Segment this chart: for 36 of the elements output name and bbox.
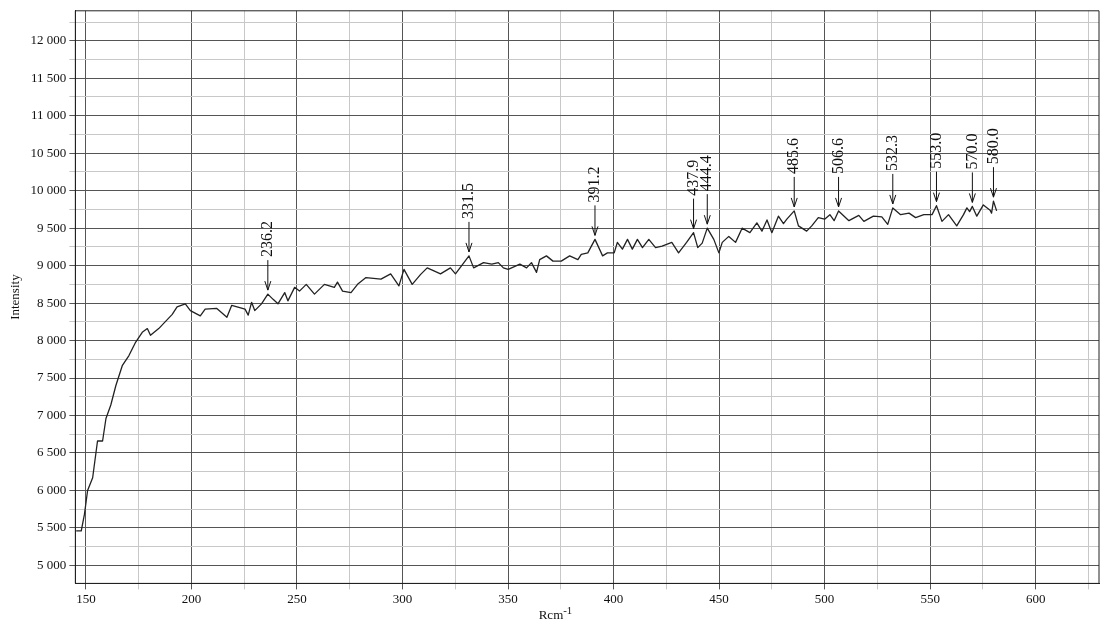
y-tick-label: 9 000 (37, 257, 67, 273)
x-tick-label: 300 (392, 590, 413, 606)
annotation: 391.2 (585, 166, 603, 203)
annotation: 570.0 (962, 133, 980, 170)
x-axis-title: Rcm$^{-1}$ (537, 604, 574, 624)
y-tick-label: 8 500 (37, 294, 67, 310)
x-tick-label: 550 (920, 590, 940, 606)
x-tick-label: 150 (76, 590, 96, 606)
y-axis-title: Intensity (7, 273, 23, 320)
annotation: 236.2 (258, 221, 276, 258)
y-tick-label: 7 000 (37, 406, 67, 422)
x-tick-label: 250 (287, 590, 307, 606)
annotation: 485.6 (784, 137, 802, 174)
y-tick-label: 12 000 (30, 32, 67, 48)
y-tick-label: 11 500 (31, 69, 67, 85)
y-tick-label: 10 500 (30, 144, 67, 160)
annotation: 553.0 (926, 132, 944, 169)
y-tick-label: 9 500 (37, 219, 67, 235)
y-tick-label: 7 500 (37, 369, 67, 385)
x-tick-label: 350 (498, 590, 518, 606)
y-tick-label: 5 000 (37, 556, 67, 572)
y-tick-label: 8 000 (37, 331, 67, 347)
y-tick-label: 11 000 (31, 107, 67, 123)
annotation: 506.6 (828, 137, 846, 174)
y-tick-label: 10 000 (30, 182, 67, 198)
x-tick-label: 500 (814, 590, 835, 606)
x-tick-label: 200 (181, 590, 202, 606)
y-tick-label: 6 500 (37, 444, 67, 460)
annotation: 331.5 (459, 182, 477, 219)
y-tick-label: 6 000 (37, 481, 67, 497)
annotation: 532.3 (883, 134, 900, 171)
x-tick-label: 400 (603, 590, 624, 606)
y-tick-label: 5 500 (37, 519, 67, 535)
x-tick-label: 600 (1025, 590, 1046, 606)
x-tick-label: 450 (709, 590, 729, 606)
annotation: 580.0 (983, 128, 1001, 165)
